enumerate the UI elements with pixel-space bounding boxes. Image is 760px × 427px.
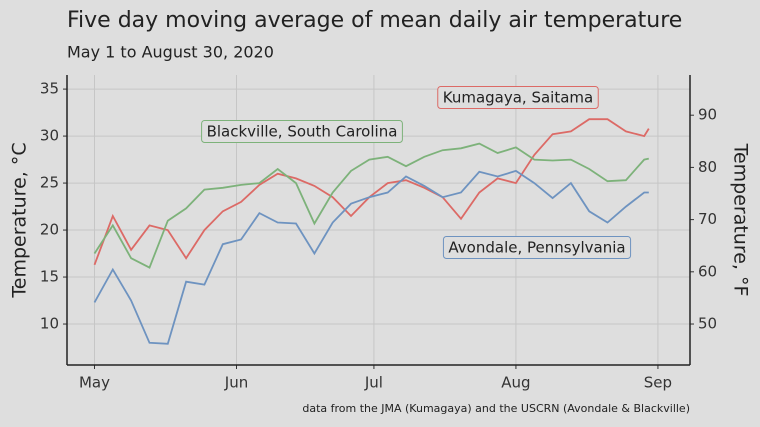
y2-tick-label: 70 (698, 210, 717, 228)
y-tick-label: 35 (40, 80, 59, 98)
series-label-box (437, 86, 599, 109)
series-label-box (201, 120, 403, 143)
series-label-box (442, 236, 632, 259)
x-tick-label: Aug (501, 374, 530, 392)
series-label: Avondale, Pennsylvania (448, 239, 625, 257)
chart-subtitle: May 1 to August 30, 2020 (67, 43, 274, 62)
y-tick-label: 30 (40, 127, 59, 145)
series-label: Kumagaya, Saitama (443, 89, 593, 107)
x-tick-label: Jun (224, 374, 248, 392)
caption: data from the JMA (Kumagaya) and the USC… (302, 402, 690, 415)
y2-axis-label: Temperature, °F (730, 143, 752, 297)
chart-title: Five day moving average of mean daily ai… (67, 8, 682, 33)
y2-tick-label: 90 (698, 106, 717, 124)
y-tick-label: 15 (40, 268, 59, 286)
y-tick-label: 25 (40, 174, 59, 192)
x-tick-label: Sep (644, 374, 672, 392)
y-tick-label: 10 (40, 315, 59, 333)
series-line (93, 118, 650, 266)
x-tick-label: May (79, 374, 110, 392)
series-line (93, 142, 649, 269)
y-tick-label: 20 (40, 221, 59, 239)
x-tick-label: Jul (364, 374, 383, 392)
y2-tick-label: 80 (698, 158, 717, 176)
series-line (93, 169, 649, 345)
y-axis-label: Temperature, °C (9, 142, 31, 298)
y2-tick-label: 60 (698, 262, 717, 280)
y2-tick-label: 50 (698, 315, 717, 333)
series-label: Blackville, South Carolina (207, 123, 398, 141)
